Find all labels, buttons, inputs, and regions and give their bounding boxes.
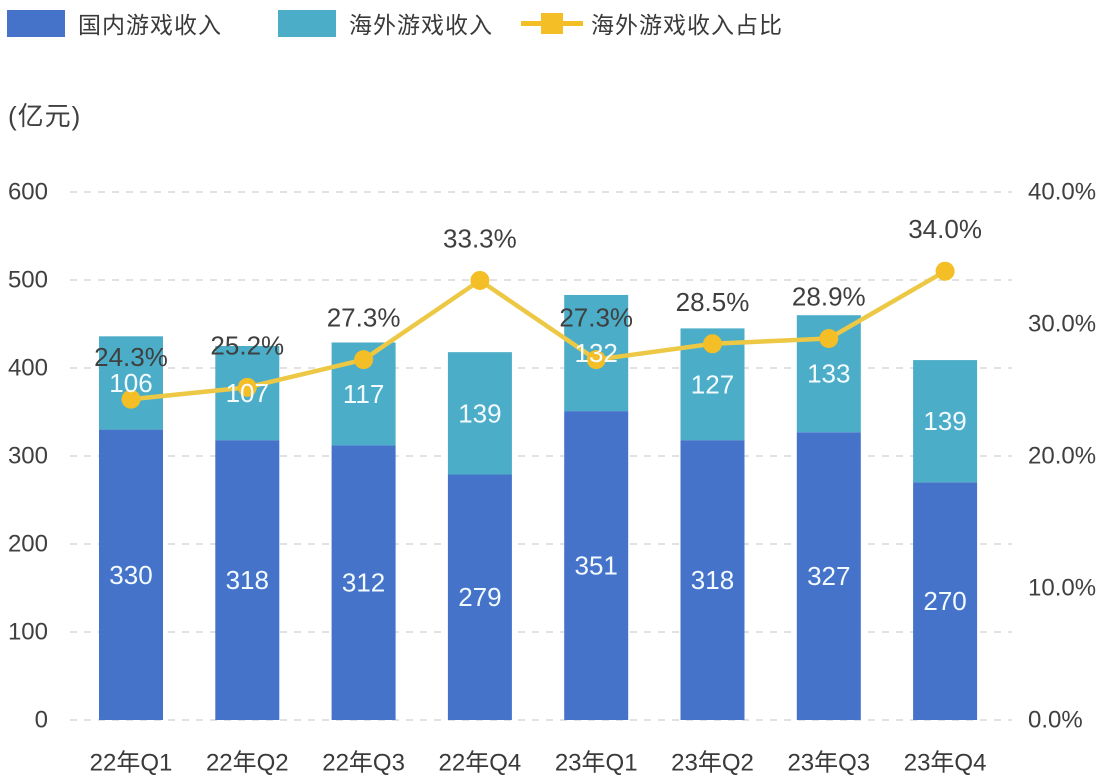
ratio-marker [819, 329, 839, 349]
category-axis: 22年Q1 22年Q2 22年Q3 22年Q4 23年Q1 23年Q2 23年Q3 23年Q4 [90, 750, 987, 777]
axis-unit-label: (亿元) [8, 101, 82, 131]
category-label: 23年Q3 [787, 750, 870, 777]
left-axis-tick: 400 [8, 355, 48, 382]
left-axis-tick: 0 [35, 707, 48, 734]
bar-label-overseas: 133 [807, 359, 850, 389]
ratio-marker [935, 261, 955, 281]
right-axis-tick: 0.0% [1028, 707, 1083, 734]
bar-label-domestic: 270 [923, 586, 966, 616]
legend-item-overseas-ratio: 海外游戏收入占比 [521, 9, 783, 38]
bar-label-overseas: 139 [923, 406, 966, 436]
ratio-marker [470, 270, 490, 290]
bar-domestic [564, 411, 629, 720]
category-label: 22年Q2 [206, 750, 289, 777]
bar-label-overseas: 117 [343, 379, 384, 409]
legend-item-domestic-revenue: 国内游戏收入 [7, 9, 222, 38]
bar-label-overseas: 107 [226, 378, 269, 408]
ratio-marker [586, 350, 606, 370]
bar-overseas [99, 336, 163, 430]
bar-label-overseas: 139 [458, 398, 501, 428]
ratio-label: 24.3% [94, 342, 168, 372]
category-label: 22年Q4 [439, 750, 522, 777]
category-label: 22年Q3 [322, 750, 405, 777]
bar-domestic [913, 482, 978, 720]
gridlines [70, 191, 1012, 721]
ratio-marker [703, 334, 722, 354]
bar-label-domestic: 330 [109, 560, 152, 590]
legend-item-overseas-revenue: 海外游戏收入 [278, 9, 493, 38]
ratio-label: 25.2% [210, 330, 284, 360]
right-axis-tick: 10.0% [1028, 575, 1096, 602]
ratio-label: 28.5% [676, 287, 750, 317]
right-axis-tick: 30.0% [1028, 311, 1096, 338]
chart-legend: 国内游戏收入 海外游戏收入 海外游戏收入占比 [0, 9, 1108, 41]
ratio-marker [121, 389, 141, 409]
right-axis-tick: 20.0% [1028, 443, 1096, 470]
legend-swatch-overseas-icon [278, 9, 336, 37]
ratio-label: 34.0% [908, 214, 982, 244]
bar-overseas [447, 352, 512, 475]
left-axis-tick: 500 [8, 267, 48, 294]
left-axis-tick: 100 [8, 619, 48, 646]
bar-label-domestic: 312 [342, 568, 385, 598]
bar-label-overseas: 132 [575, 338, 618, 368]
ratio-label: 28.9% [792, 282, 866, 312]
bar-domestic [215, 440, 280, 720]
ratio-marker [354, 350, 374, 370]
bar-domestic [331, 445, 396, 720]
ratio-label: 33.3% [443, 223, 517, 253]
legend-label-domestic: 国内游戏收入 [78, 12, 222, 38]
bar-label-domestic: 279 [458, 582, 501, 612]
left-axis-tick: 200 [8, 531, 48, 558]
ratio-line [130, 269, 947, 402]
bar-label-domestic: 351 [575, 551, 618, 581]
bar-domestic [680, 440, 745, 720]
legend-label-overseas: 海外游戏收入 [349, 12, 493, 38]
bar-overseas [913, 360, 978, 483]
category-label: 23年Q2 [671, 750, 754, 777]
ratio-label: 27.3% [559, 303, 633, 333]
category-label: 22年Q1 [90, 750, 173, 777]
bar-label-domestic: 318 [226, 565, 269, 595]
left-axis-tick: 300 [8, 443, 48, 470]
legend-line-marker-icon [521, 10, 583, 37]
category-label: 23年Q4 [904, 750, 987, 777]
bar-domestic [99, 429, 163, 720]
bar-domestic [796, 432, 861, 720]
bar-domestic [447, 474, 512, 720]
bar-label-overseas: 127 [691, 369, 734, 399]
bar-label-overseas: 106 [109, 368, 152, 398]
left-axis-tick: 600 [8, 179, 48, 206]
bar-series [99, 294, 978, 720]
ratio-marker [237, 377, 257, 397]
category-label: 23年Q1 [555, 750, 638, 777]
axis-ticks: 0 100 200 300 400 500 600 0.0% 10.0% 20.0% 30.0% 40… [8, 179, 1096, 734]
right-axis-tick: 40.0% [1028, 179, 1096, 206]
bar-label-domestic: 327 [807, 561, 850, 591]
legend-swatch-domestic-icon [7, 9, 65, 37]
ratio-label: 27.3% [327, 303, 401, 333]
legend-label-overseas-ratio: 海外游戏收入占比 [591, 12, 783, 38]
bar-label-domestic: 318 [691, 565, 734, 595]
ratio-markers [121, 261, 955, 409]
